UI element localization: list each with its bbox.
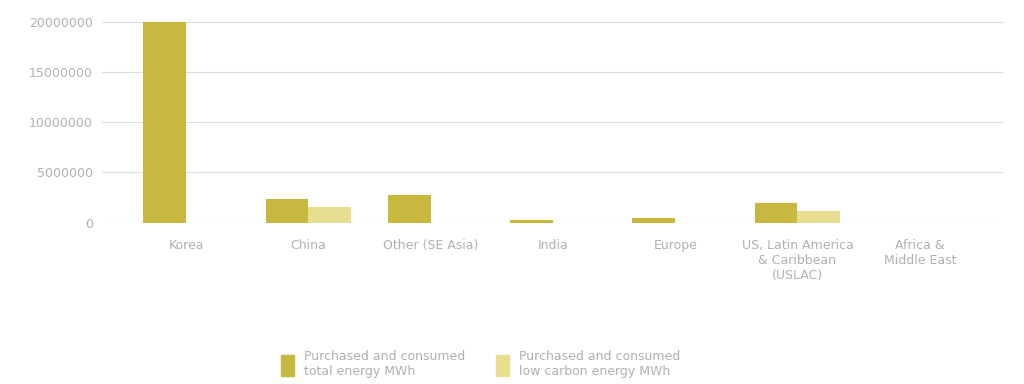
Bar bbox=[510, 220, 553, 223]
Bar bbox=[633, 218, 675, 223]
Bar bbox=[755, 203, 798, 223]
Bar bbox=[798, 211, 841, 223]
Bar bbox=[308, 207, 351, 223]
Bar bbox=[388, 195, 431, 223]
Bar bbox=[265, 199, 308, 223]
Legend: Purchased and consumed
total energy MWh, Purchased and consumed
low carbon energ: Purchased and consumed total energy MWh,… bbox=[276, 345, 685, 383]
Bar bbox=[143, 22, 186, 223]
